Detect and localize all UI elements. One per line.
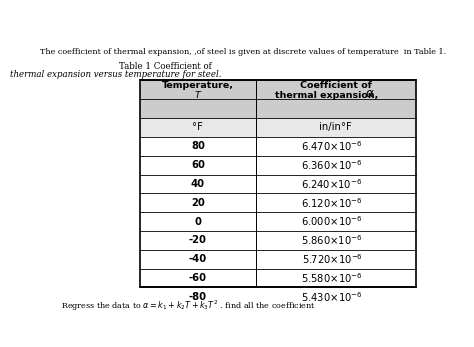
Text: α: α <box>366 87 374 100</box>
Text: 40: 40 <box>191 179 205 189</box>
Text: 5.720$\times$10$^{-6}$: 5.720$\times$10$^{-6}$ <box>301 252 363 266</box>
Text: thermal expansion,: thermal expansion, <box>275 91 378 100</box>
Bar <box>140 118 416 137</box>
Text: 5.580$\times$10$^{-6}$: 5.580$\times$10$^{-6}$ <box>301 271 363 285</box>
Text: Coefficient of: Coefficient of <box>300 81 372 90</box>
Text: -20: -20 <box>189 235 207 245</box>
Bar <box>140 81 416 118</box>
Text: 6.470$\times$10$^{-6}$: 6.470$\times$10$^{-6}$ <box>301 139 363 153</box>
Text: The coefficient of thermal expansion, ,of steel is given at discrete values of t: The coefficient of thermal expansion, ,o… <box>40 48 446 56</box>
Text: 80: 80 <box>191 141 205 151</box>
Text: -60: -60 <box>189 273 207 283</box>
Text: 6.120$\times$10$^{-6}$: 6.120$\times$10$^{-6}$ <box>301 196 363 210</box>
Bar <box>140 81 416 287</box>
Text: in/in°F: in/in°F <box>319 122 352 133</box>
Text: 5.860$\times$10$^{-6}$: 5.860$\times$10$^{-6}$ <box>301 234 363 247</box>
Text: 6.240$\times$10$^{-6}$: 6.240$\times$10$^{-6}$ <box>301 177 363 191</box>
Text: Table 1 Coefficient of: Table 1 Coefficient of <box>119 62 212 71</box>
Text: 5.430$\times$10$^{-6}$: 5.430$\times$10$^{-6}$ <box>301 290 363 304</box>
Text: 60: 60 <box>191 160 205 170</box>
Text: 0: 0 <box>194 217 201 227</box>
Text: -80: -80 <box>189 292 207 302</box>
Text: Regress the data to $\alpha = k_1 + k_2T + k_3T^2$ . find all the coefficient: Regress the data to $\alpha = k_1 + k_2T… <box>61 298 316 313</box>
Text: -40: -40 <box>189 254 207 264</box>
Text: °F: °F <box>192 122 203 133</box>
Text: thermal expansion versus temperature for steel.: thermal expansion versus temperature for… <box>10 70 222 79</box>
Text: T: T <box>195 91 201 100</box>
Text: 20: 20 <box>191 198 205 208</box>
Text: 6.000$\times$10$^{-6}$: 6.000$\times$10$^{-6}$ <box>301 215 363 228</box>
Text: Temperature,: Temperature, <box>162 81 234 90</box>
Text: 6.360$\times$10$^{-6}$: 6.360$\times$10$^{-6}$ <box>301 158 363 172</box>
